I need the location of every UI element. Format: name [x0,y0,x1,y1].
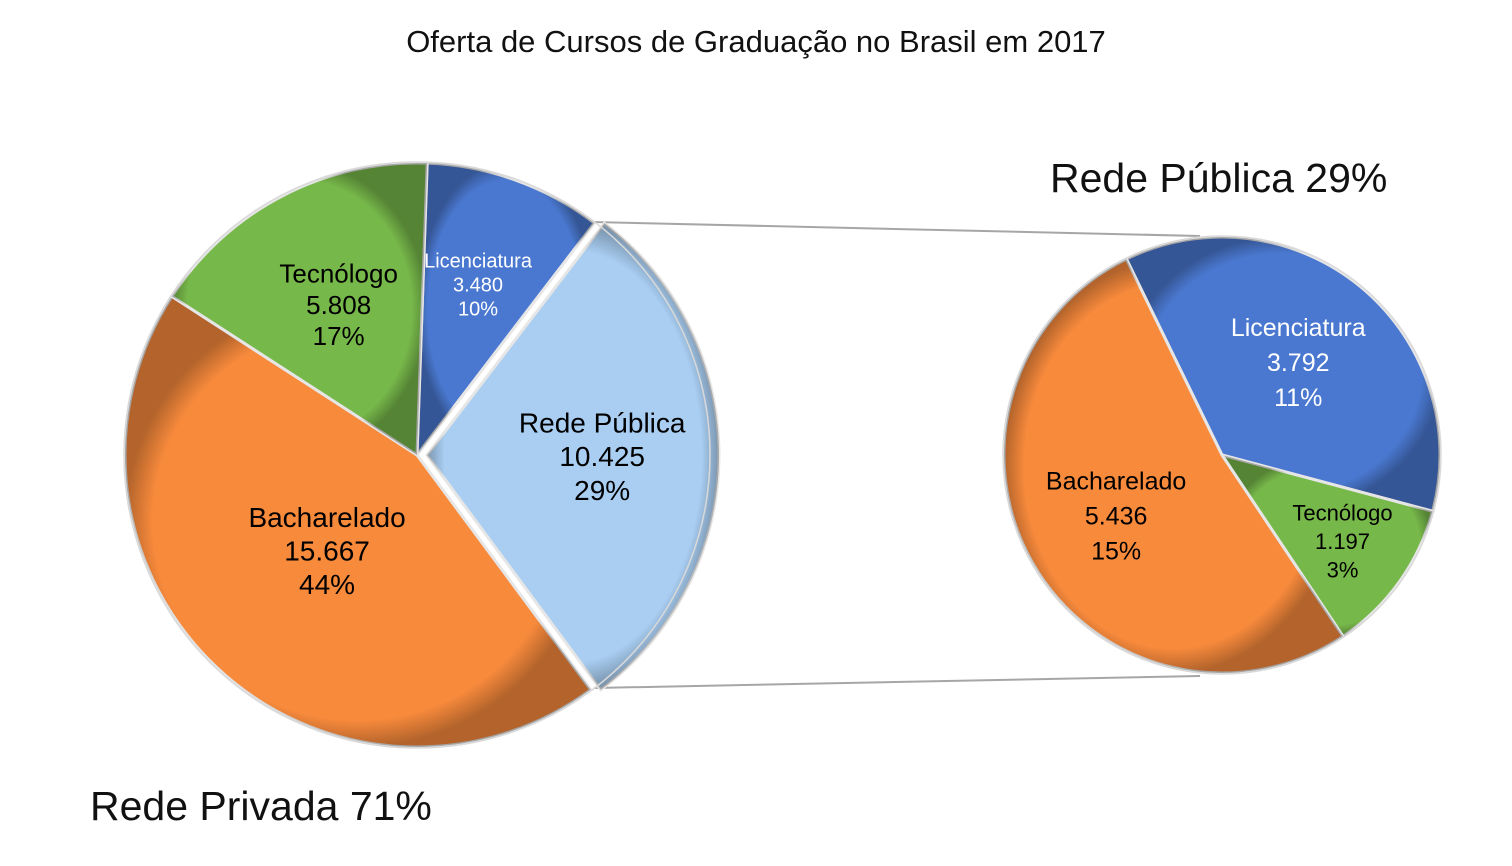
connector-line-top [591,221,1201,237]
main-slice-bacharelado-label: Bacharelado 15.667 44% [248,502,405,600]
secondary-slice-licenciatura-percent-text: 11% [1274,384,1322,412]
main-slice-tecnologo-label: Tecnólogo 5.808 17% [279,259,398,351]
secondary-slice-tecnologo-value-text: 1.197 [1315,529,1370,554]
secondary-slice-bacharelado-value-text: 5.436 [1085,503,1148,531]
secondary-slice-bacharelado-percent-text: 15% [1091,538,1141,566]
main-slice-licenciatura-label: Licenciatura [424,251,533,273]
main-slice-rede-publica-label: Rede Pública [519,408,686,439]
main-slice-rede-publica-value-text: 10.425 [559,441,645,472]
secondary-slice-licenciatura-label: Licenciatura [1231,314,1366,342]
main-slice-bacharelado-percent-text: 44% [299,569,355,600]
public-network-caption: Rede Pública 29% [1050,155,1387,201]
main-slice-bacharelado-label: Bacharelado [248,502,405,533]
main-slice-licenciatura-value-text: 3.480 [453,275,503,297]
main-slice-licenciatura-percent-text: 10% [458,299,498,321]
main-pie: Licenciatura 3.480 10% Rede Pública 10.425 29… [123,161,721,749]
main-slice-tecnologo-percent-text: 17% [313,321,365,351]
secondary-pie: Licenciatura 3.792 11% Tecnólogo 1.197 3% Bach… [1002,235,1442,675]
main-pie-rim [123,161,711,749]
secondary-slice-bacharelado-label: Bacharelado 5.436 15% [1046,468,1186,566]
secondary-slice-bacharelado-label: Bacharelado [1046,468,1186,496]
main-slice-bacharelado-value-text: 15.667 [284,536,370,567]
chart-title: Oferta de Cursos de Graduação no Brasil … [406,24,1106,59]
main-slice-rede-publica-percent-text: 29% [574,475,630,506]
connector-line-bottom [593,675,1201,689]
secondary-slice-tecnologo-percent-text: 3% [1327,558,1359,583]
secondary-slice-tecnologo-label: Tecnólogo [1292,500,1392,525]
main-slice-tecnologo-label: Tecnólogo [279,259,398,289]
secondary-slice-licenciatura-value-text: 3.792 [1267,349,1330,377]
main-slice-tecnologo-value-text: 5.808 [306,290,371,320]
private-network-caption: Rede Privada 71% [90,783,432,829]
secondary-pie-rim [1002,235,1442,675]
